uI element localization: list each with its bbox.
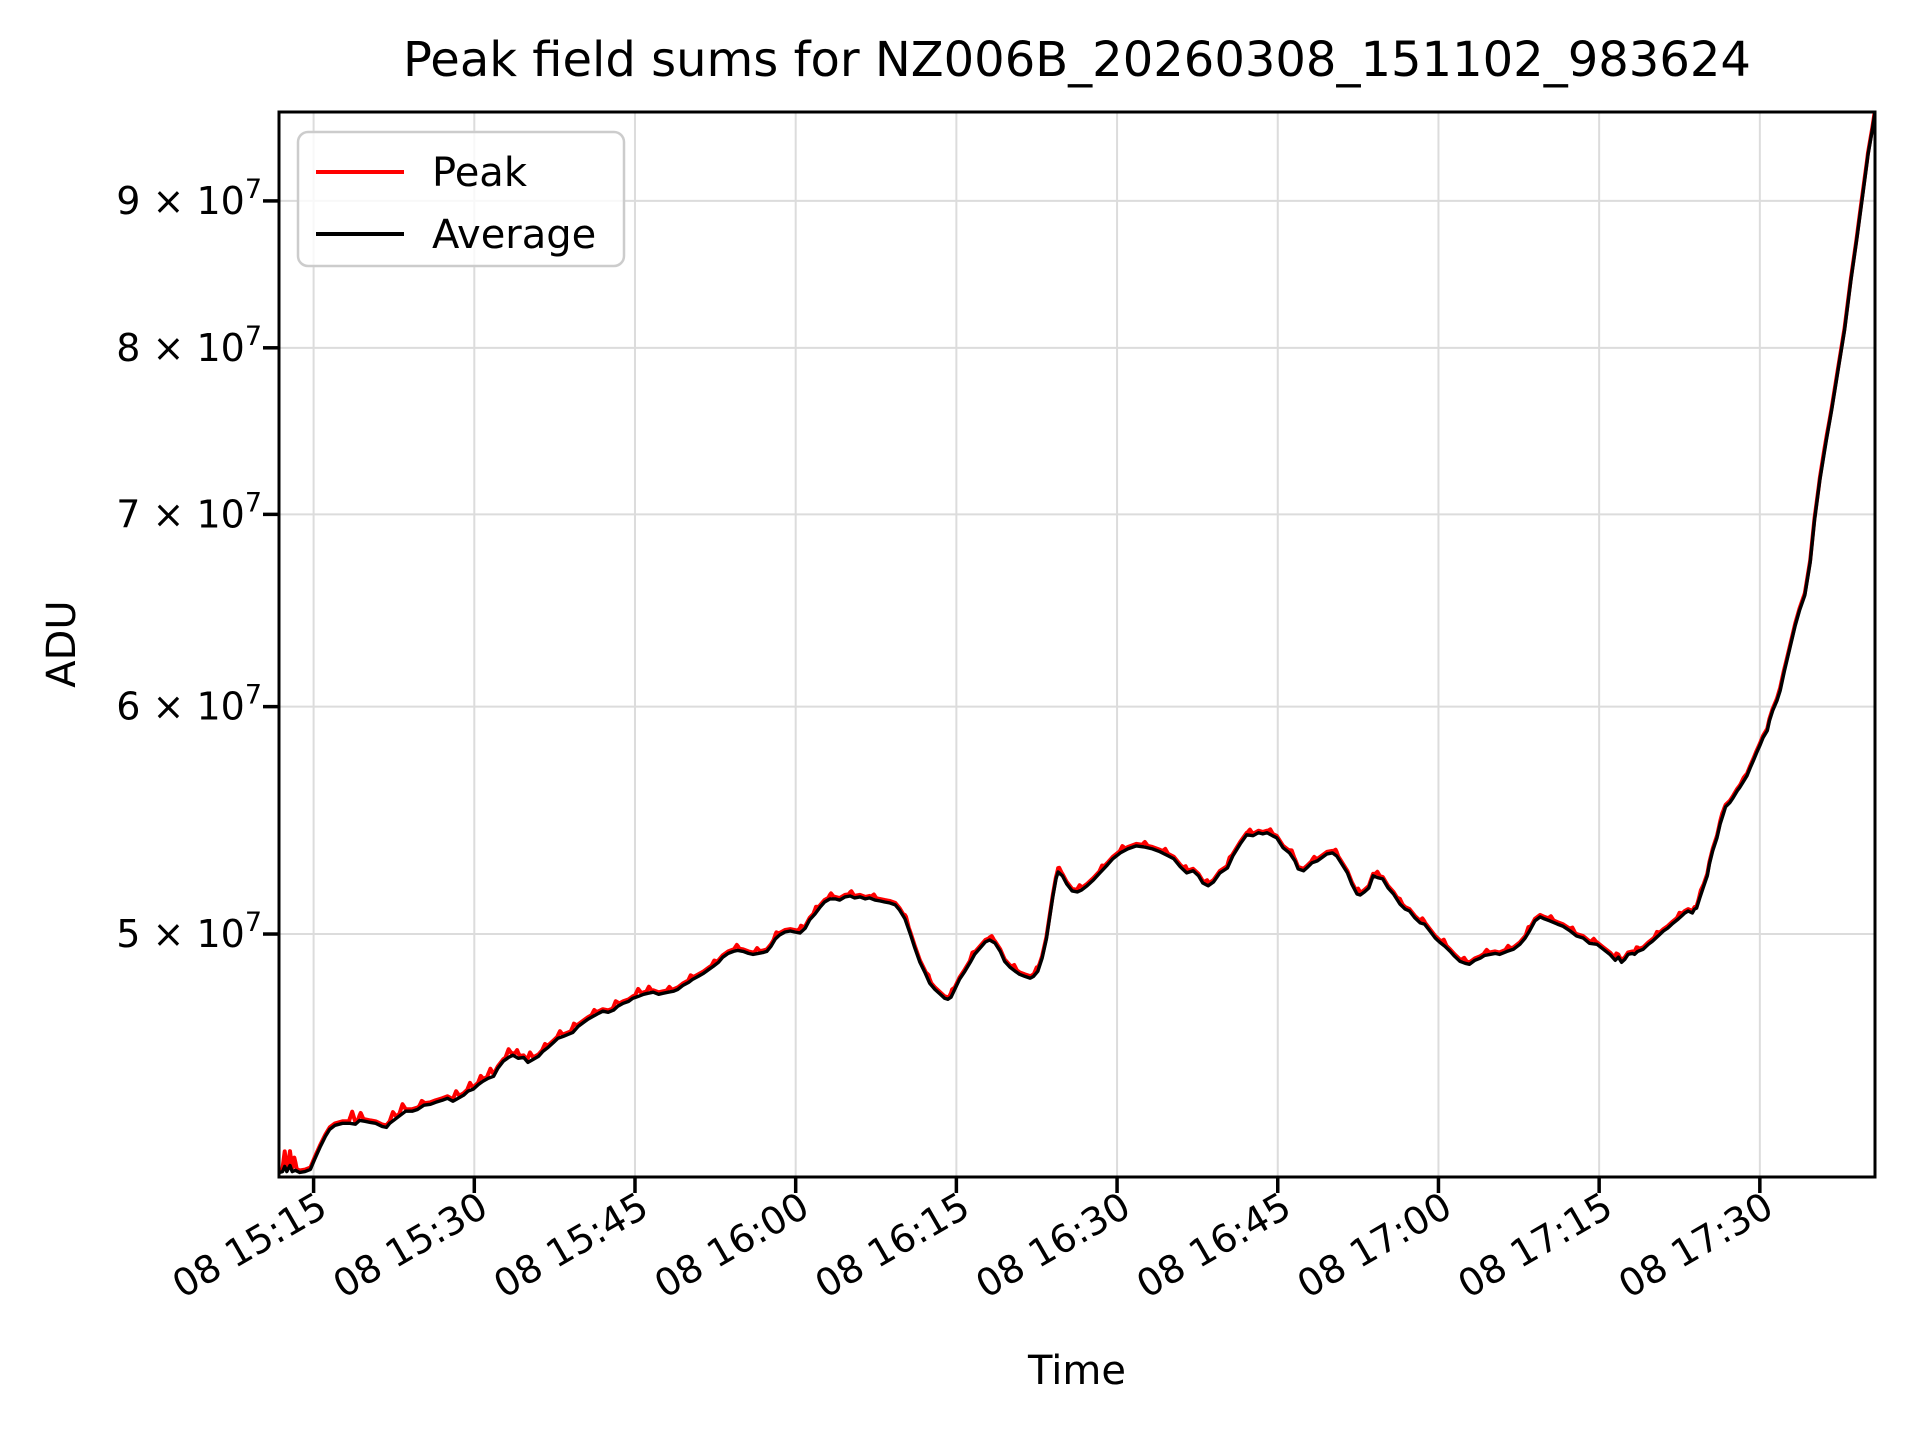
x-tick-label: 08 17:30: [1611, 1184, 1780, 1307]
chart-title: Peak field sums for NZ006B_20260308_1511…: [403, 32, 1751, 88]
y-tick-label: 6 × 107: [116, 680, 262, 729]
y-tick-label: 8 × 107: [116, 321, 262, 370]
series-peak-line: [279, 112, 1875, 1173]
series-layer: [279, 112, 1875, 1175]
y-tick-label: 5 × 107: [116, 907, 262, 956]
y-tick-label: 9 × 107: [116, 174, 262, 223]
x-tick-label: 08 15:15: [165, 1184, 334, 1307]
legend-label-average: Average: [432, 212, 596, 258]
legend-label-peak: Peak: [432, 150, 528, 196]
y-tick-label: 7 × 107: [116, 487, 262, 536]
x-tick-label: 08 17:00: [1290, 1184, 1459, 1307]
x-tick-label: 08 16:30: [968, 1184, 1137, 1307]
x-tick-label: 08 15:30: [326, 1184, 495, 1307]
grid-layer: [279, 112, 1875, 1177]
y-axis-title: ADU: [39, 600, 85, 688]
legend: Peak Average: [296, 130, 626, 268]
x-tick-label: 08 16:00: [647, 1184, 816, 1307]
x-tick-label: 08 16:45: [1129, 1184, 1298, 1307]
plot-spines: [277, 110, 1877, 1179]
series-average-line: [279, 112, 1875, 1175]
x-tick-label: 08 16:15: [808, 1184, 977, 1307]
x-axis-title: Time: [1028, 1348, 1126, 1394]
x-tick-label: 08 15:45: [486, 1184, 655, 1307]
x-tick-label: 08 17:15: [1450, 1184, 1619, 1307]
